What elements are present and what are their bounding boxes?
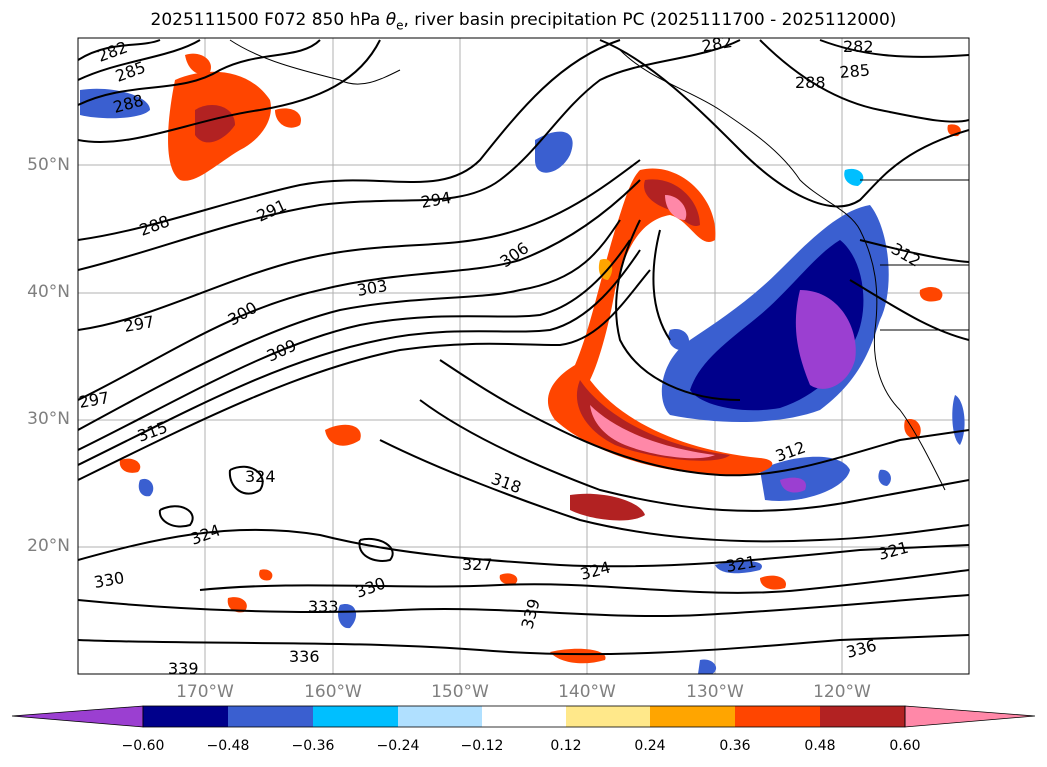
contour-label: 285 [839, 60, 871, 82]
lat-label: 50°N [27, 155, 70, 175]
contour-label: 333 [308, 597, 339, 616]
colorbar-tick-label: −0.48 [206, 738, 250, 754]
colorbar-segment [143, 706, 228, 727]
colorbar-segment [650, 706, 735, 727]
colorbar-tick-label: −0.60 [121, 738, 165, 754]
colorbar-tick-label: 0.24 [634, 738, 666, 754]
colorbar-tick-label: 0.12 [550, 738, 582, 754]
colorbar-frame [142, 705, 906, 728]
contour-label: 327 [462, 555, 493, 574]
map-frame [77, 37, 970, 675]
contour-label: 282 [843, 37, 874, 56]
colorbar [11, 705, 1036, 728]
negative-anomaly-shading [80, 88, 965, 674]
colorbar-segment [482, 706, 566, 727]
lat-label: 40°N [27, 282, 70, 302]
colorbar-segment [313, 706, 398, 727]
positive-anomaly-shading [119, 53, 961, 664]
contour-label: 339 [168, 659, 199, 678]
lat-label: 30°N [27, 409, 70, 429]
colorbar-tick-label: −0.12 [460, 738, 504, 754]
contour-label: 282 [700, 32, 733, 56]
lon-label: 170°W [176, 682, 234, 702]
lon-label: 150°W [431, 682, 489, 702]
colorbar-max-extend [904, 705, 1036, 728]
coastlines [229, 39, 969, 491]
lon-label: 130°W [686, 682, 744, 702]
colorbar-tick-label: 0.36 [719, 738, 751, 754]
colorbar-tick-label: 0.48 [804, 738, 836, 754]
theta-e-contours [78, 39, 969, 656]
colorbar-segment [228, 706, 313, 727]
chart-title: 2025111500 F072 850 hPa θe, river basin … [150, 10, 897, 33]
colorbar-tick-label: −0.24 [376, 738, 420, 754]
lat-label: 20°N [27, 536, 70, 556]
contour-label: 288 [795, 73, 826, 92]
colorbar-tick-label: 0.60 [889, 738, 921, 754]
lon-label: 120°W [813, 682, 871, 702]
colorbar-min-extend [11, 705, 144, 728]
lon-label: 140°W [558, 682, 616, 702]
contour-label: 324 [245, 467, 276, 486]
colorbar-segment [735, 706, 820, 727]
colorbar-segment [820, 706, 905, 727]
colorbar-segment [398, 706, 482, 727]
lon-label: 160°W [304, 682, 362, 702]
colorbar-segment [566, 706, 650, 727]
colorbar-tick-label: −0.36 [291, 738, 335, 754]
contour-label: 336 [289, 647, 320, 666]
